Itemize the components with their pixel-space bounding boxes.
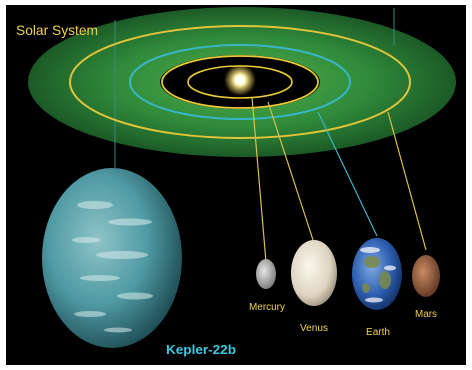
kepler-22b-clouds <box>72 201 153 333</box>
earth-label: Earth <box>366 327 390 338</box>
mars-planet <box>412 255 440 297</box>
orbit-venus <box>161 55 319 109</box>
connector-venus <box>267 101 315 244</box>
orbit-earth <box>129 44 351 120</box>
orbit-mars <box>69 25 411 139</box>
mercury-planet <box>256 259 276 289</box>
mars-label: Mars <box>415 309 437 320</box>
connector-mercury <box>251 96 267 263</box>
earth-continents <box>362 256 391 293</box>
sun <box>235 75 245 85</box>
connector-mars <box>387 111 427 251</box>
venus-label: Venus <box>300 323 328 334</box>
venus-planet <box>291 240 337 306</box>
solar-system-title: Solar System <box>16 22 98 38</box>
connector-earth <box>317 111 378 237</box>
mercury-label: Mercury <box>249 302 285 313</box>
earth-clouds <box>360 247 396 303</box>
kepler-22b-label: Kepler-22b <box>166 342 236 357</box>
